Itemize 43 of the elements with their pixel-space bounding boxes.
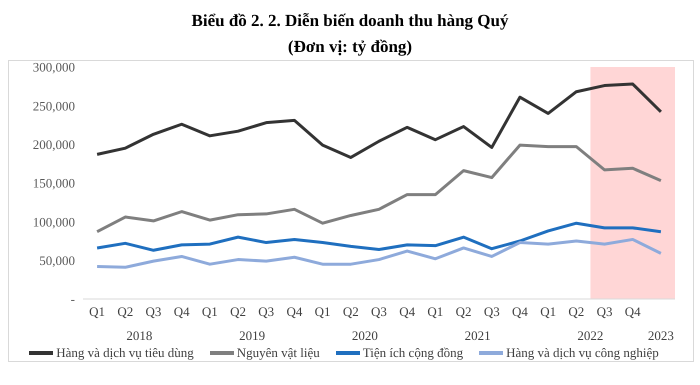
x-tick-label: Q2 [230, 304, 246, 320]
x-tick-label: Q1 [427, 304, 444, 320]
chart-title: Biểu đồ 2. 2. Diễn biến doanh thu hàng Quý [190, 10, 510, 32]
x-tick-label: Q2 [117, 304, 134, 320]
x-tick-label: Q3 [371, 304, 387, 320]
x-tick-label: Q2 [568, 304, 584, 320]
y-tick-label: 200,000 [32, 136, 75, 152]
x-tick-label: Q3 [146, 304, 162, 320]
x-tick-label: Q4 [286, 304, 303, 320]
x-tick-label: Q4 [174, 304, 190, 320]
x-tick-label: Q4 [512, 304, 528, 320]
legend-label: Hàng và dịch vụ tiêu dùng [56, 345, 194, 361]
chart-subtitle: (Đơn vị: tỷ đồng) [286, 36, 414, 58]
x-tick-label: Q4 [624, 304, 642, 320]
line-series [96, 238, 662, 269]
legend-label: Hàng và dịch vụ công nghiệp [506, 345, 659, 361]
x-tick-label: Q3 [484, 304, 500, 320]
line-series [96, 82, 662, 159]
text: 2022 [577, 328, 604, 344]
legend-label: Nguyên vật liệu [236, 345, 320, 361]
y-tick-label: 250,000 [32, 98, 75, 114]
x-tick-label: Q1 [89, 304, 106, 320]
x-tick-label: Q1 [314, 304, 331, 320]
legend-label: Tiện ích cộng đồng [362, 345, 464, 361]
text: 2020 [352, 328, 378, 344]
y-tick-label: - [70, 292, 75, 307]
line-series [96, 222, 662, 252]
x-tick-label: Q3 [258, 304, 274, 320]
line-series [96, 144, 662, 234]
x-tick-label: Q1 [202, 304, 218, 320]
x-tick-label: Q4 [399, 304, 416, 320]
y-tick-label: 100,000 [32, 214, 75, 230]
x-tick-label: Q2 [342, 304, 359, 320]
text: 2018 [126, 328, 152, 344]
x-tick-label: Q3 [596, 304, 612, 320]
y-tick-label: 50,000 [39, 252, 75, 268]
x-tick-label: Q1 [540, 304, 556, 320]
y-tick-label: 150,000 [32, 176, 75, 191]
text: 2023 [648, 328, 674, 344]
text: 2021 [464, 328, 491, 344]
x-tick-label: Q2 [456, 304, 472, 320]
text: 2019 [239, 328, 266, 344]
y-tick-label: 300,000 [32, 60, 75, 75]
